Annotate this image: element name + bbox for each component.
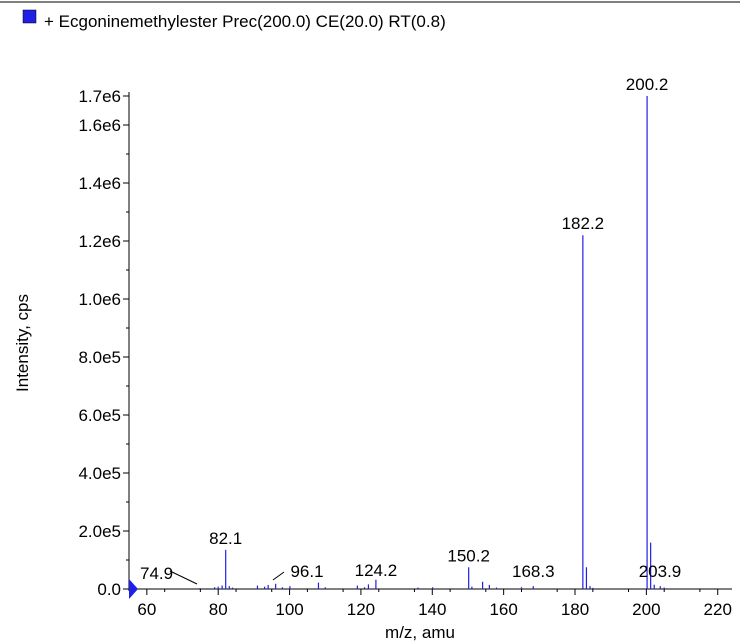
x-tick-label: 160	[489, 600, 517, 619]
x-tick-label: 200	[632, 600, 660, 619]
y-tick-label: 1.0e6	[78, 290, 121, 309]
x-tick-label: 140	[418, 600, 446, 619]
peak-annotation: 182.2	[562, 214, 605, 233]
x-tick-label: 100	[275, 600, 303, 619]
start-marker	[129, 579, 138, 599]
peak-annotation: 74.9	[140, 564, 173, 583]
legend-label: + Ecgoninemethylester Prec(200.0) CE(20.…	[44, 12, 446, 31]
x-tick-label: 80	[209, 600, 228, 619]
y-tick-label: 1.2e6	[78, 232, 121, 251]
peak-annotation: 82.1	[209, 529, 242, 548]
y-tick-label: 1.4e6	[78, 174, 121, 193]
y-tick-label: 2.0e5	[78, 522, 121, 541]
y-tick-label: 1.6e6	[78, 116, 121, 135]
x-axis-label: m/z, amu	[385, 623, 455, 642]
legend-swatch	[22, 9, 37, 24]
annotation-leader	[169, 570, 198, 585]
peak-annotation: 150.2	[447, 546, 490, 565]
peak-annotation: 168.3	[512, 562, 555, 581]
x-tick-label: 120	[347, 600, 375, 619]
y-tick-label: 6.0e5	[78, 406, 121, 425]
y-tick-label: 0.0	[97, 580, 121, 599]
x-tick-label: 180	[561, 600, 589, 619]
x-tick-label: 60	[137, 600, 156, 619]
peak-annotation: 96.1	[290, 562, 323, 581]
x-tick-label: 220	[704, 600, 732, 619]
y-axis-label: Intensity, cps	[13, 294, 32, 392]
plot-area: 0.0 2.0e5 4.0e5 6.0e5 8.0e5 1.0e6 1.2e6 1.4e6 1.…	[78, 75, 732, 619]
annotation-leader	[272, 571, 285, 581]
peak-annotation: 203.9	[639, 562, 682, 581]
peak-annotation: 124.2	[355, 561, 398, 580]
peak-annotation: 200.2	[626, 75, 669, 94]
y-tick-label: 8.0e5	[78, 348, 121, 367]
y-tick-label: 1.7e6	[78, 87, 121, 106]
y-tick-label: 4.0e5	[78, 464, 121, 483]
